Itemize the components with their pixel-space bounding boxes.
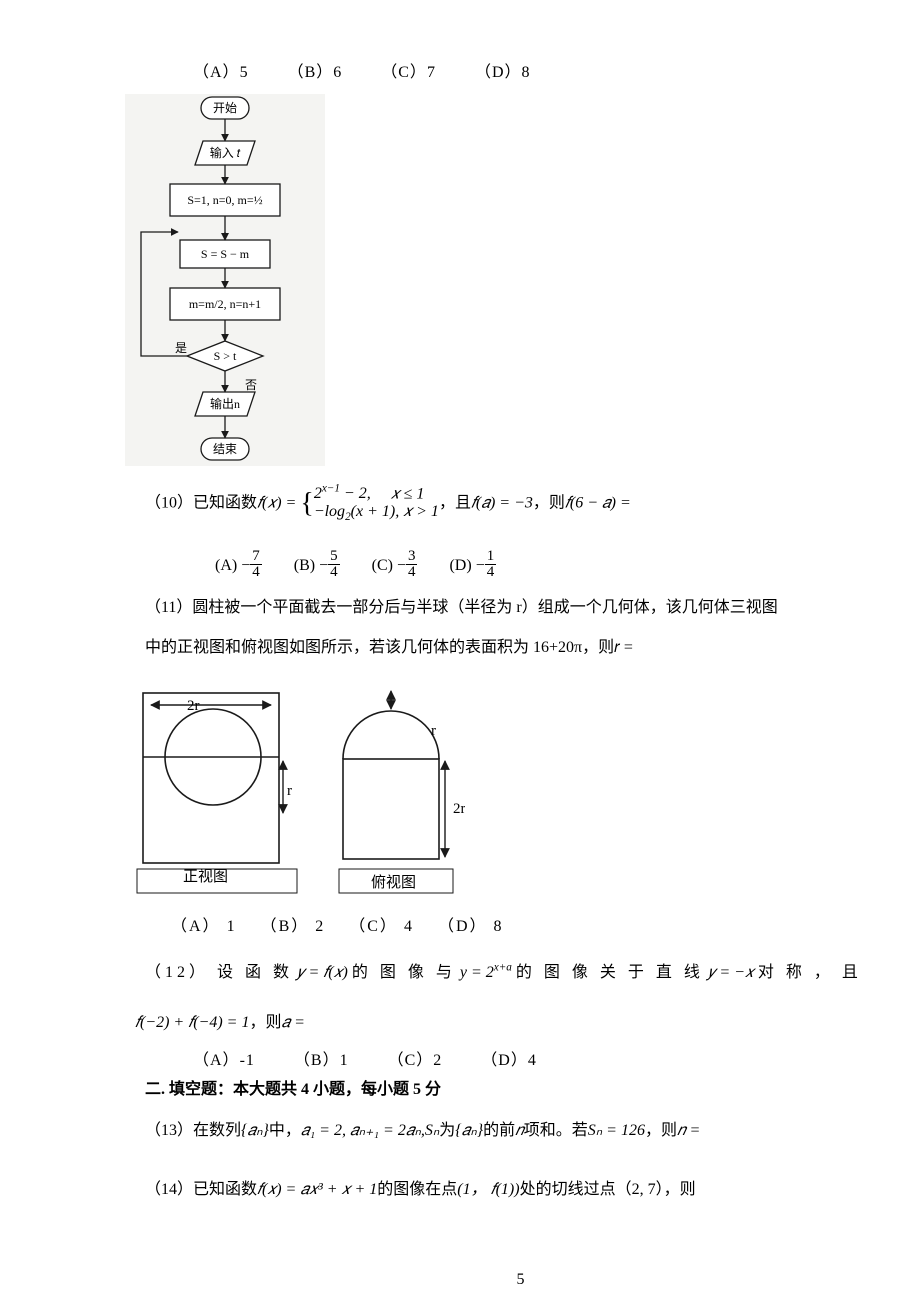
svg-text:否: 否 [245, 378, 257, 392]
q11-opt-c: （C） 4 [349, 914, 414, 940]
svg-text:S=1, n=0, m=½: S=1, n=0, m=½ [187, 193, 262, 207]
q12-opt-b: （B）1 [294, 1048, 349, 1074]
q11-line2: 中的正视图和俯视图如图所示，若该几何体的表面积为 16+20π，则𝑟 = [145, 630, 896, 665]
q9-opt-b: （B）6 [288, 60, 343, 86]
svg-text:结束: 结束 [213, 442, 237, 456]
views-svg: r 2r 正视图 r 2r 俯视图 [135, 685, 465, 901]
svg-text:是: 是 [175, 341, 187, 355]
q11-opt-d: （D） 8 [438, 914, 504, 940]
svg-text:r: r [431, 723, 436, 739]
svg-text:输入 𝑡: 输入 𝑡 [210, 145, 241, 160]
q11-opt-a: （A） 1 [171, 914, 237, 940]
svg-text:开始: 开始 [213, 101, 237, 115]
q9-options: （A）5 （B）6 （C）7 （D）8 [193, 60, 896, 86]
svg-text:r: r [287, 783, 292, 799]
q14: （14）已知函数𝑓(𝑥) = 𝑎𝑥³ + 𝑥 + 1的图像在点(1， 𝑓(1))… [145, 1172, 896, 1207]
q12: （12） 设 函 数 𝑦 = 𝑓(𝑥) 的 图 像 与 y = 2x+a 的 图… [145, 955, 896, 990]
q12-options: （A）-1 （B）1 （C）2 （D）4 [193, 1048, 896, 1074]
q9-opt-a: （A）5 [193, 60, 249, 86]
flowchart: 开始输入 𝑡 S=1, n=0, m=½ S = S − m m=m/2, n=n+1… [125, 94, 896, 466]
svg-text:正视图: 正视图 [183, 868, 228, 885]
q11-line1: （11）圆柱被一个平面截去一部分后与半球（半径为 r）组成一个几何体，该几何体三… [145, 592, 896, 624]
q12-opt-d: （D）4 [481, 1048, 537, 1074]
q10-prefix: （10）已知函数 [145, 494, 257, 511]
q9-opt-d: （D）8 [475, 60, 531, 86]
q10-opt-d: (D) −14 [449, 550, 496, 583]
q10-lhs: 𝑓(𝑥) = [257, 494, 300, 511]
q11-opt-b: （B） 2 [261, 914, 326, 940]
q11-options: （A） 1 （B） 2 （C） 4 （D） 8 [171, 914, 896, 940]
svg-text:S > t: S > t [214, 349, 237, 363]
svg-text:2r: 2r [187, 698, 200, 714]
q10: （10）已知函数𝑓(𝑥) = { 2x−1 − 2, 𝑥 ≤ 1 −log2(x… [145, 476, 896, 532]
q10-options: (A) −74 (B) −54 (C) −34 (D) −14 [215, 550, 896, 583]
svg-text:2r: 2r [453, 801, 465, 817]
q13: （13）在数列{𝑎ₙ}中，𝑎₁ = 2, 𝑎ₙ₊₁ = 2𝑎ₙ,Sₙ为{𝑎ₙ}的… [145, 1113, 896, 1148]
q10-opt-b: (B) −54 [294, 550, 340, 583]
svg-text:俯视图: 俯视图 [371, 874, 416, 891]
q11-views: r 2r 正视图 r 2r 俯视图 [135, 685, 896, 910]
section2-head: 二. 填空题：本大题共 4 小题，每小题 5 分 [145, 1077, 896, 1103]
q12-opt-a: （A）-1 [193, 1048, 255, 1074]
flowchart-svg: 开始输入 𝑡 S=1, n=0, m=½ S = S − m m=m/2, n=n+1… [125, 94, 325, 466]
q9-opt-c: （C）7 [381, 60, 436, 86]
svg-text:输出n: 输出n [210, 396, 240, 411]
q10-opt-a: (A) −74 [215, 550, 262, 583]
q10-opt-c: (C) −34 [372, 550, 418, 583]
q12-line2: 𝑓(−2) + 𝑓(−4) = 1，则𝑎 = [135, 1005, 896, 1040]
page-number: 5 [145, 1267, 896, 1293]
svg-text:S = S − m: S = S − m [201, 247, 250, 261]
svg-text:m=m/2, n=n+1: m=m/2, n=n+1 [189, 297, 261, 311]
q12-opt-c: （C）2 [388, 1048, 443, 1074]
